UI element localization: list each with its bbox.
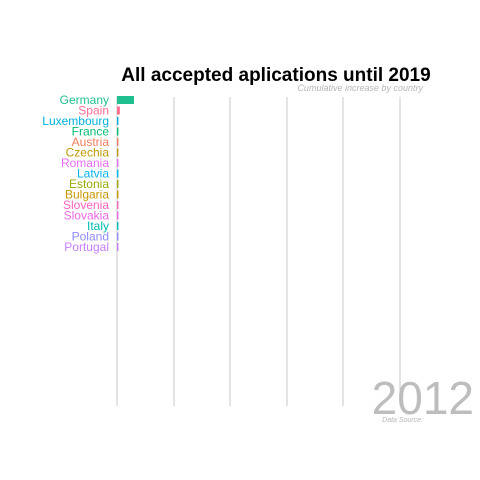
bar-latvia bbox=[117, 169, 119, 178]
bar-slovenia bbox=[117, 201, 119, 209]
bar-slovakia bbox=[117, 211, 119, 220]
category-label-italy: Italy bbox=[87, 219, 109, 233]
category-label-estonia: Estonia bbox=[69, 177, 109, 191]
category-label-czechia: Czechia bbox=[66, 146, 110, 160]
bar-bulgaria bbox=[117, 190, 119, 199]
category-label-romania: Romania bbox=[61, 156, 109, 170]
bar-germany bbox=[117, 96, 134, 104]
category-label-bulgaria: Bulgaria bbox=[65, 188, 109, 202]
bar-luxembourg bbox=[117, 117, 119, 125]
chart-subtitle: Cumulative increase by country bbox=[297, 83, 423, 93]
bars bbox=[117, 96, 134, 251]
category-label-germany: Germany bbox=[60, 93, 109, 107]
bar-estonia bbox=[117, 180, 119, 188]
category-label-spain: Spain bbox=[78, 104, 109, 118]
category-label-france: France bbox=[72, 125, 110, 139]
category-label-latvia: Latvia bbox=[77, 167, 109, 181]
gridlines bbox=[116, 97, 401, 406]
bar-poland bbox=[117, 232, 119, 241]
data-source-caption: Data Source: bbox=[382, 417, 423, 424]
category-label-luxembourg: Luxembourg bbox=[42, 114, 109, 128]
bar-czechia bbox=[117, 148, 119, 157]
category-labels: GermanySpainLuxembourgFranceAustriaCzech… bbox=[42, 93, 109, 254]
bar-france bbox=[117, 127, 119, 136]
bar-romania bbox=[117, 159, 119, 167]
category-label-slovakia: Slovakia bbox=[64, 209, 110, 223]
category-label-austria: Austria bbox=[72, 135, 110, 149]
bar-italy bbox=[117, 222, 119, 230]
category-label-portugal: Portugal bbox=[64, 240, 109, 254]
bar-austria bbox=[117, 138, 119, 146]
category-label-poland: Poland bbox=[72, 230, 109, 244]
bar-portugal bbox=[117, 243, 119, 251]
chart-title: All accepted aplications until 2019 bbox=[121, 65, 430, 86]
year-label: 2012 bbox=[372, 372, 474, 424]
bar-spain bbox=[117, 106, 120, 115]
category-label-slovenia: Slovenia bbox=[63, 198, 109, 212]
